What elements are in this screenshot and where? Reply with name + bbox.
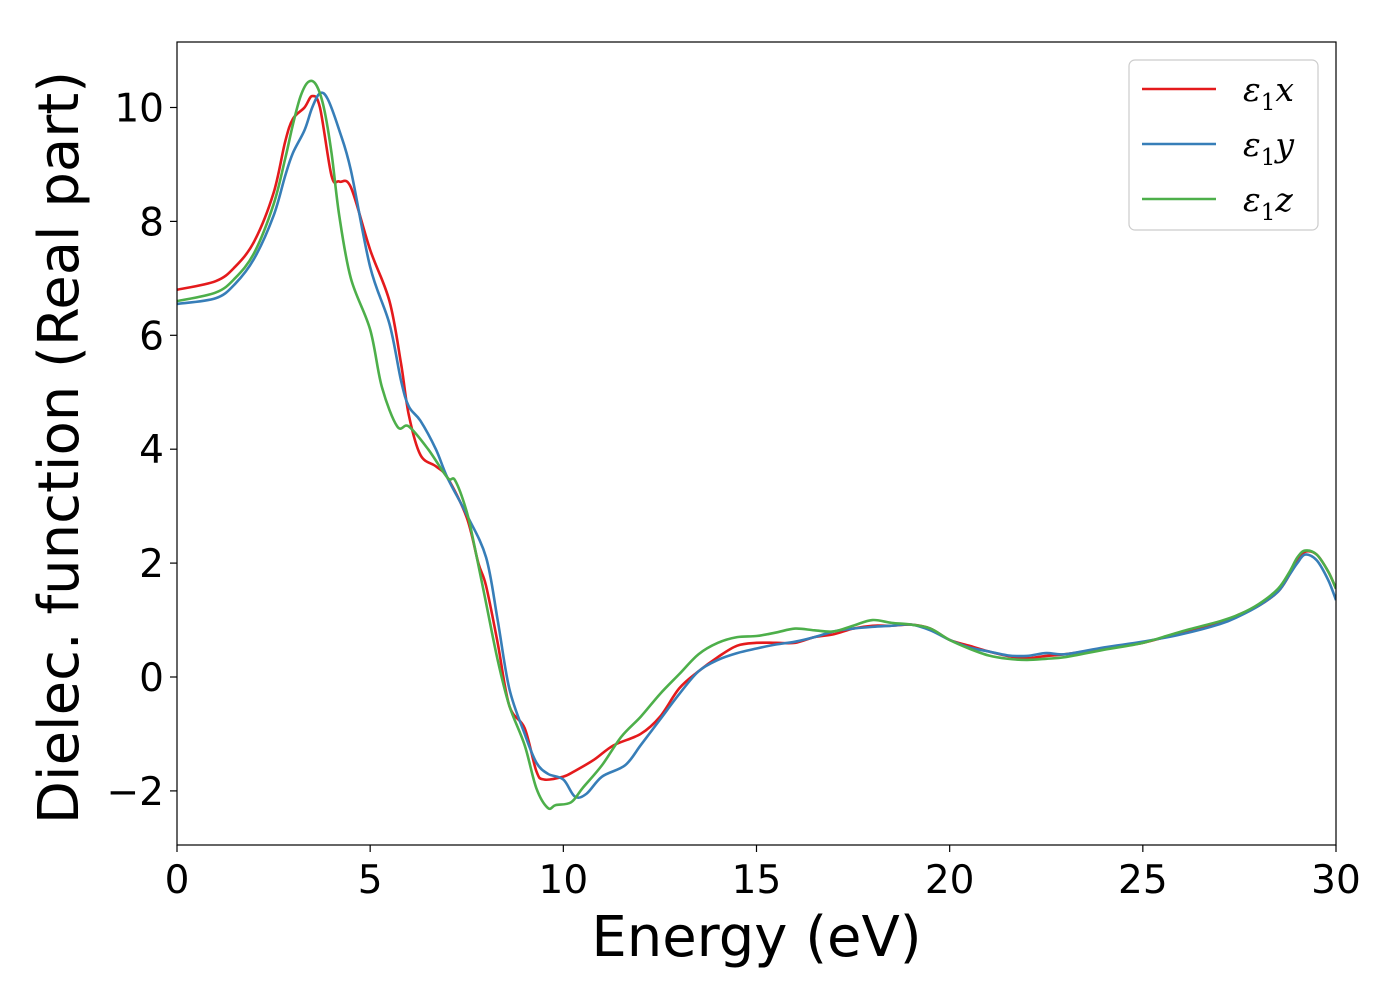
legend-label-x: ε1x bbox=[1243, 70, 1294, 116]
x-tick-label: 20 bbox=[925, 858, 975, 903]
series-line-y bbox=[177, 91, 1336, 799]
x-tick-label: 15 bbox=[732, 858, 782, 903]
legend: ε1x ε1y ε1z bbox=[1128, 59, 1319, 231]
series-layer bbox=[177, 79, 1336, 811]
x-tick-label: 30 bbox=[1311, 858, 1361, 903]
y-tick-label: 6 bbox=[139, 314, 164, 359]
x-axis-ticks: 0 5 10 15 20 25 30 bbox=[165, 845, 1361, 903]
series-line-z bbox=[177, 79, 1336, 811]
x-tick-label: 10 bbox=[539, 858, 589, 903]
legend-label-y: ε1y bbox=[1243, 125, 1294, 171]
x-tick-label: 0 bbox=[165, 858, 190, 903]
y-axis-title: Dielec. function (Real part) bbox=[27, 71, 92, 824]
legend-label-z: ε1z bbox=[1243, 180, 1293, 226]
y-tick-label: 4 bbox=[139, 428, 164, 473]
y-tick-label: 2 bbox=[139, 542, 164, 587]
y-tick-label: 8 bbox=[139, 200, 164, 245]
y-axis-ticks: −2 0 2 4 6 8 10 bbox=[107, 86, 177, 815]
x-tick-label: 25 bbox=[1118, 858, 1168, 903]
y-tick-label: −2 bbox=[107, 770, 165, 815]
x-tick-label: 5 bbox=[358, 858, 383, 903]
x-axis-title: Energy (eV) bbox=[591, 905, 921, 970]
legend-box bbox=[1128, 59, 1319, 231]
y-tick-label: 10 bbox=[114, 86, 164, 131]
y-tick-label: 0 bbox=[139, 656, 164, 701]
